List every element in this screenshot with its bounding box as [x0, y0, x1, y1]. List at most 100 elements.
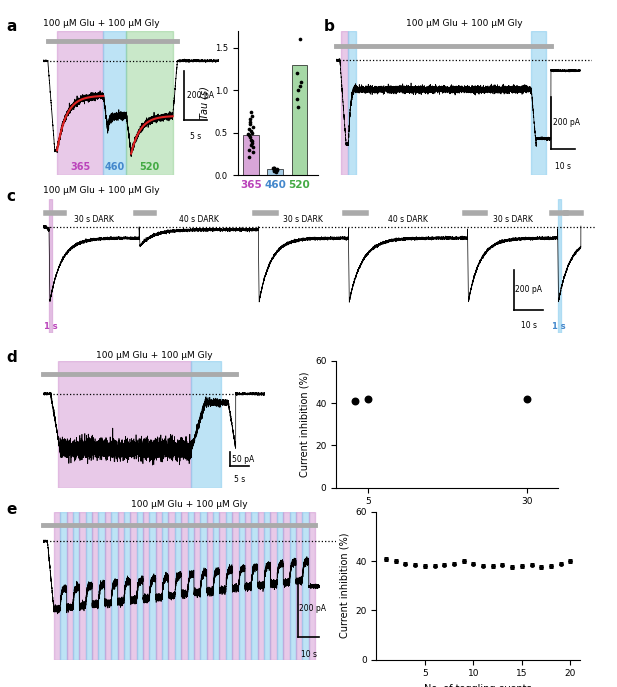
Point: [273, 164, 283, 174]
Point: [295, 34, 305, 45]
X-axis label: No. of toggling events: No. of toggling events: [424, 684, 532, 687]
Point: [246, 116, 255, 127]
Text: 200 pA: 200 pA: [299, 605, 326, 613]
Text: 1 s: 1 s: [44, 322, 57, 331]
Bar: [136, 512, 143, 660]
Bar: [277, 512, 283, 660]
Text: 30 s DARK: 30 s DARK: [492, 216, 532, 225]
Text: e: e: [6, 502, 17, 517]
Point: [522, 393, 532, 404]
Point: [268, 162, 278, 173]
Bar: [105, 512, 111, 660]
Point: [244, 129, 254, 140]
Point: [246, 126, 255, 137]
Point: [363, 393, 373, 404]
Bar: [175, 512, 181, 660]
Bar: [111, 512, 117, 660]
Point: [269, 165, 279, 176]
Bar: [243, 135, 259, 175]
Bar: [220, 512, 226, 660]
Point: [245, 131, 255, 142]
Text: 5 s: 5 s: [190, 133, 202, 142]
Bar: [49, 199, 52, 333]
Y-axis label: Tau (s): Tau (s): [199, 87, 209, 120]
Bar: [181, 512, 188, 660]
Point: [270, 163, 280, 174]
Bar: [264, 512, 270, 660]
Text: 365: 365: [70, 162, 90, 172]
Bar: [270, 512, 277, 660]
X-axis label: UV duration (s): UV duration (s): [410, 512, 484, 522]
Text: 100 μM Glu + 100 μM Gly: 100 μM Glu + 100 μM Gly: [406, 19, 523, 28]
Bar: [73, 512, 80, 660]
Text: 50 pA: 50 pA: [232, 455, 254, 464]
Bar: [302, 512, 308, 660]
Point: [244, 144, 254, 155]
Text: d: d: [6, 350, 17, 365]
Bar: [168, 512, 175, 660]
Bar: [289, 512, 296, 660]
Bar: [130, 512, 136, 660]
Point: [244, 151, 254, 162]
Point: [268, 163, 278, 174]
Text: 200 pA: 200 pA: [553, 118, 581, 127]
Bar: [245, 512, 251, 660]
Bar: [292, 65, 307, 175]
Bar: [558, 199, 560, 333]
Text: 5 s: 5 s: [234, 475, 245, 484]
Bar: [251, 512, 258, 660]
Y-axis label: Current inhibition (%): Current inhibition (%): [299, 372, 310, 477]
Bar: [201, 512, 207, 660]
Bar: [58, 361, 191, 488]
Point: [248, 147, 258, 158]
Bar: [80, 512, 86, 660]
Bar: [531, 31, 546, 175]
Point: [293, 102, 303, 113]
Bar: [191, 361, 221, 488]
Bar: [207, 512, 213, 660]
Bar: [308, 512, 315, 660]
Point: [247, 137, 257, 148]
Y-axis label: Current inhibition (%): Current inhibition (%): [339, 533, 350, 638]
Point: [350, 396, 360, 407]
Bar: [258, 512, 264, 660]
Bar: [239, 512, 245, 660]
Bar: [54, 512, 60, 660]
Point: [247, 127, 257, 138]
Bar: [162, 512, 168, 660]
Point: [246, 134, 256, 145]
Bar: [155, 512, 162, 660]
Bar: [232, 512, 239, 660]
Bar: [86, 512, 92, 660]
Text: 200 pA: 200 pA: [186, 91, 213, 100]
Text: 40 s DARK: 40 s DARK: [179, 216, 218, 225]
Text: 40 s DARK: 40 s DARK: [388, 216, 428, 225]
Bar: [213, 512, 220, 660]
Bar: [267, 169, 283, 175]
Bar: [60, 512, 67, 660]
Point: [273, 165, 283, 176]
Point: [247, 111, 257, 122]
Point: [269, 164, 279, 174]
Text: 30 s DARK: 30 s DARK: [283, 216, 323, 225]
Bar: [92, 512, 98, 660]
Bar: [341, 31, 349, 175]
Bar: [194, 512, 201, 660]
Text: 100 μM Glu + 100 μM Gly: 100 μM Glu + 100 μM Gly: [43, 185, 160, 195]
Bar: [188, 512, 194, 660]
Point: [248, 122, 258, 133]
Bar: [98, 512, 105, 660]
Bar: [117, 512, 124, 660]
Text: 1 s: 1 s: [552, 322, 566, 331]
Point: [246, 106, 256, 117]
Point: [292, 93, 302, 104]
Bar: [149, 512, 155, 660]
Text: b: b: [324, 19, 335, 34]
Point: [296, 80, 305, 91]
Text: 10 s: 10 s: [521, 322, 537, 330]
Bar: [57, 31, 103, 175]
Point: [244, 130, 254, 141]
Bar: [283, 512, 289, 660]
Text: 100 μM Glu + 100 μM Gly: 100 μM Glu + 100 μM Gly: [43, 19, 160, 28]
Bar: [103, 31, 126, 175]
